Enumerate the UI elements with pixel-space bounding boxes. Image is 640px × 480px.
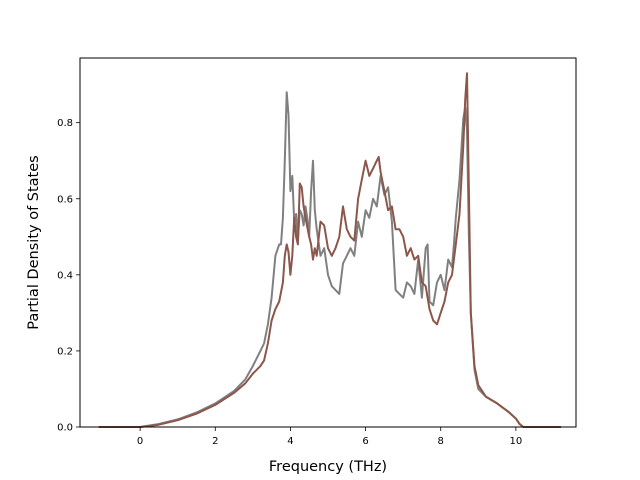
y-tick-label: 0.2: [57, 346, 73, 357]
y-axis-label: Partial Density of States: [26, 155, 42, 329]
x-axis-label: Frequency (THz): [269, 459, 387, 475]
y-tick-label: 0.6: [57, 194, 73, 205]
series-layer: [98, 72, 561, 428]
series-line-2: [98, 72, 561, 428]
y-tick-label: 0.4: [57, 270, 73, 281]
x-tick-label: 0: [137, 436, 143, 447]
x-tick-label: 2: [212, 436, 218, 447]
x-tick-label: 8: [438, 436, 444, 447]
plot-frame: [79, 57, 577, 428]
series-line-1: [98, 91, 561, 428]
x-tick-label: 10: [510, 436, 523, 447]
x-axis: 0 2 4 6 8 10: [137, 427, 522, 447]
y-axis: 0.0 0.2 0.4 0.6 0.8: [57, 118, 80, 434]
y-tick-label: 0.8: [57, 118, 73, 129]
y-tick-label: 0.0: [57, 423, 73, 434]
x-tick-label: 4: [287, 436, 293, 447]
x-tick-label: 6: [362, 436, 368, 447]
